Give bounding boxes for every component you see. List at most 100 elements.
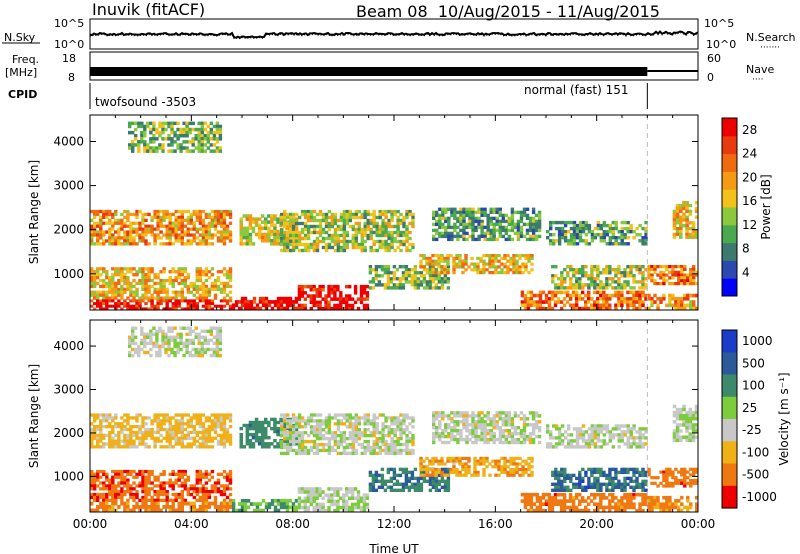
echo-cell (428, 459, 432, 463)
echo-cell (168, 239, 172, 243)
echo-cell (168, 478, 172, 482)
echo-cell (345, 215, 349, 220)
echo-cell (90, 445, 94, 449)
echo-cell (186, 442, 190, 446)
echo-cell (204, 230, 209, 234)
echo-cell (297, 422, 302, 426)
echo-cell (383, 265, 388, 269)
echo-cell (378, 242, 382, 247)
echo-cell (641, 226, 645, 231)
echo-cell (324, 493, 328, 497)
echo-cell (96, 302, 100, 306)
echo-cell (333, 236, 338, 241)
echo-cell (351, 212, 355, 217)
echo-cell (396, 437, 400, 441)
echo-cell (554, 274, 558, 278)
echo-cell (198, 287, 203, 291)
echo-cell (210, 224, 215, 228)
echo-cell (161, 149, 165, 153)
echo-cell (682, 218, 686, 222)
echo-cell (486, 219, 490, 224)
echo-cell (443, 467, 448, 472)
echo-cell (126, 419, 130, 423)
echo-cell (480, 213, 484, 218)
echo-cell (425, 262, 429, 266)
echo-cell (168, 425, 172, 429)
echo-cell (444, 234, 448, 239)
echo-cell (440, 268, 444, 272)
echo-cell (552, 242, 556, 246)
echo-cell (207, 224, 212, 228)
echo-cell (132, 242, 136, 246)
echo-cell (222, 487, 227, 491)
echo-cell (215, 121, 220, 126)
echo-cell (123, 508, 127, 513)
echo-cell (108, 296, 112, 300)
echo-cell (255, 306, 260, 311)
echo-cell (318, 230, 323, 235)
echo-cell (239, 226, 243, 231)
echo-cell (242, 235, 246, 240)
echo-cell (491, 262, 495, 266)
echo-cell (519, 228, 524, 233)
echo-cell (362, 493, 367, 497)
echo-cell (174, 436, 178, 440)
echo-cell (270, 223, 274, 227)
echo-cell (318, 413, 323, 417)
echo-cell (470, 256, 474, 260)
echo-cell (135, 430, 139, 435)
echo-cell (362, 297, 367, 301)
echo-cell (291, 508, 296, 513)
echo-cell (283, 212, 287, 217)
echo-cell (144, 490, 148, 494)
echo-cell (138, 439, 142, 443)
echo-cell (408, 437, 412, 441)
echo-cell (129, 281, 133, 286)
echo-cell (653, 265, 657, 269)
echo-cell (671, 293, 675, 298)
echo-cell (617, 268, 621, 272)
echo-cell (659, 265, 663, 269)
echo-cell (380, 274, 385, 278)
echo-cell (213, 425, 218, 429)
echo-cell (198, 498, 203, 502)
echo-cell (453, 228, 457, 233)
echo-cell (691, 221, 696, 225)
echo-cell (108, 508, 112, 513)
echo-cell (378, 239, 382, 244)
echo-cell (375, 437, 379, 441)
echo-cell (679, 232, 683, 237)
echo-cell (309, 502, 313, 507)
echo-cell (342, 493, 346, 497)
echo-cell (105, 484, 109, 488)
echo-cell (519, 234, 524, 239)
echo-cell (206, 124, 210, 129)
echo-cell (411, 419, 415, 423)
echo-cell (204, 472, 209, 476)
echo-cell (162, 296, 166, 300)
echo-cell (501, 219, 505, 224)
echo-cell (413, 277, 418, 281)
echo-cell (482, 262, 486, 266)
echo-cell (431, 485, 436, 489)
echo-cell (245, 442, 250, 446)
echo-cell (210, 236, 215, 240)
echo-cell (273, 499, 278, 503)
echo-cell (168, 433, 172, 437)
echo-cell (614, 290, 618, 295)
echo-cell (252, 296, 257, 301)
echo-cell (168, 508, 172, 513)
echo-cell (531, 216, 536, 221)
echo-cell (245, 429, 250, 434)
echo-cell (485, 268, 489, 272)
echo-cell (614, 293, 618, 298)
echo-cell (321, 212, 326, 217)
echo-cell (198, 505, 203, 509)
echo-cell (387, 245, 391, 250)
echo-cell (117, 230, 121, 234)
echo-cell (294, 505, 299, 510)
echo-cell (537, 234, 542, 239)
echo-cell (375, 221, 379, 226)
echo-cell (144, 492, 148, 497)
echo-cell (518, 265, 522, 269)
